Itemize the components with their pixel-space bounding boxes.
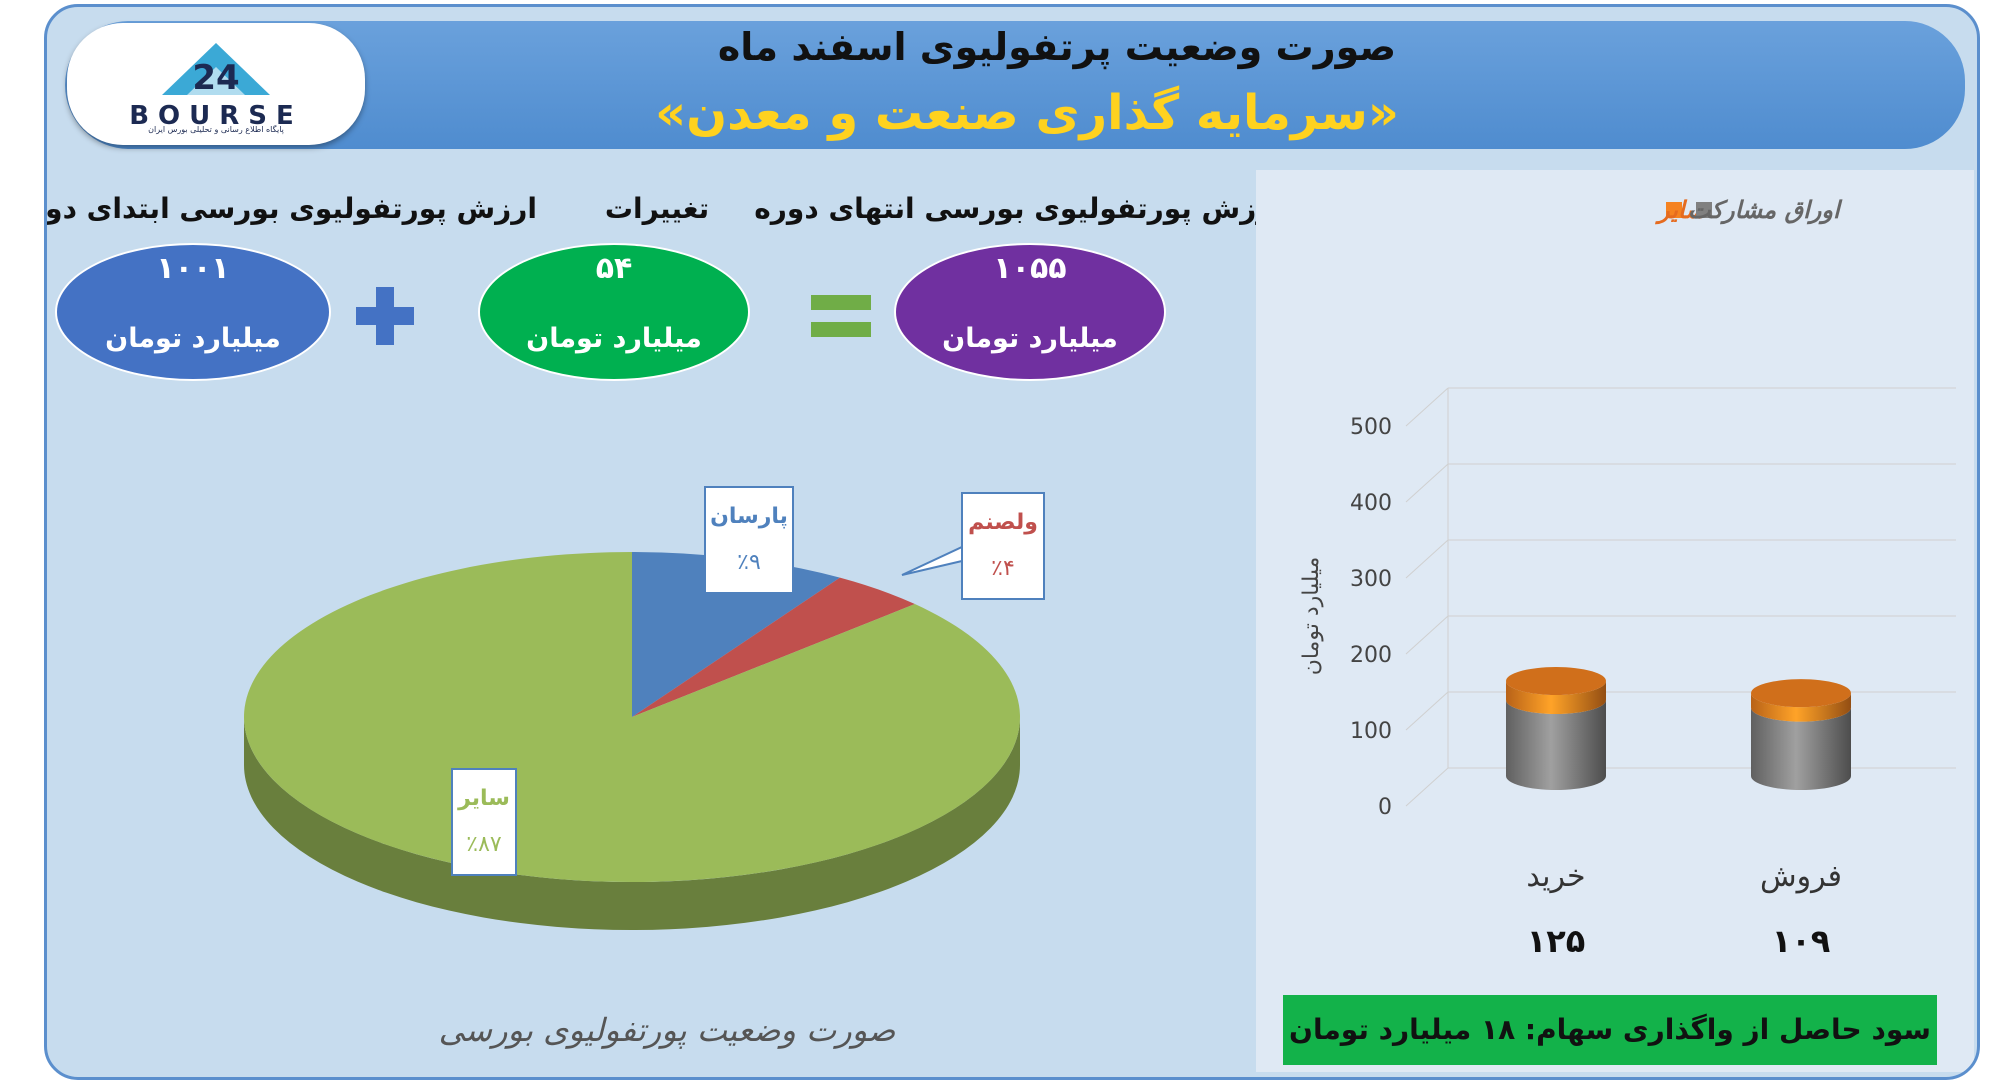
sale-profit-box: سود حاصل از واگذاری سهام: ۱۸ میلیارد توم… bbox=[1283, 995, 1937, 1065]
y-axis-label: میلیارد تومان bbox=[1299, 557, 1324, 676]
bar-segment-0-1 bbox=[1506, 681, 1606, 714]
pie-slice-2 bbox=[243, 552, 1020, 882]
category-total-1: ۱۰۹ bbox=[1772, 922, 1831, 960]
pie-callout-1 bbox=[961, 492, 1045, 600]
bourse-logo: 24 BOURSE پایگاه اطلاع رسانی و تحلیلی بو… bbox=[67, 23, 365, 145]
y-tick-label: 0 bbox=[1378, 795, 1392, 820]
logo-text: BOURSE bbox=[129, 101, 303, 131]
pie-slice-1 bbox=[632, 577, 915, 717]
grid-depth-line bbox=[1405, 691, 1449, 731]
x-category-label-0: خرید bbox=[1526, 859, 1585, 894]
pie-value-1: ٪۴ bbox=[991, 556, 1015, 581]
y-tick-label: 400 bbox=[1350, 491, 1392, 516]
change-value-oval: ۵۴ میلیارد تومان bbox=[478, 243, 750, 381]
x-category-label-1: فروش bbox=[1760, 859, 1842, 894]
grid-depth-line bbox=[1405, 539, 1449, 579]
page-subtitle: «سرمایه گذاری صنعت و معدن» bbox=[655, 85, 1399, 141]
pie-side-2 bbox=[244, 717, 1020, 930]
bar-segment-1-1 bbox=[1751, 693, 1851, 722]
pie-label-2: سایر bbox=[457, 786, 510, 811]
legend-swatch-0 bbox=[1666, 202, 1682, 218]
pie-callout-tail-1 bbox=[901, 545, 963, 576]
change-label: تغییرات bbox=[604, 192, 710, 225]
bar-cylinder-1 bbox=[1751, 679, 1851, 790]
bar-segment-1-0 bbox=[1751, 707, 1851, 790]
end-label: ارزش پورتفولیوی بورسی انتهای دوره bbox=[754, 192, 1282, 225]
logo-tagline: پایگاه اطلاع رسانی و تحلیلی بورس ایران bbox=[148, 125, 284, 134]
bar-top-1 bbox=[1751, 679, 1851, 708]
logo-mark-icon: 24 bbox=[162, 43, 270, 98]
pie-callout-0 bbox=[704, 486, 794, 594]
change-unit: میلیارد تومان bbox=[526, 323, 702, 354]
plus-sign-icon bbox=[356, 287, 414, 345]
change-value: ۵۴ bbox=[595, 251, 633, 286]
bar-segment-0-0 bbox=[1506, 700, 1606, 790]
pie-value-2: ٪۸۷ bbox=[466, 832, 502, 857]
start-label: ارزش پورتفولیوی بورسی ابتدای دوره bbox=[44, 192, 537, 225]
pie-caption: صورت وضعیت پورتفولیوی بورسی bbox=[438, 1011, 896, 1049]
grid-depth-line bbox=[1405, 463, 1449, 503]
end-value-oval: ۱۰۵۵ میلیارد تومان bbox=[894, 243, 1166, 381]
grid-depth-line bbox=[1405, 615, 1449, 655]
header-banner bbox=[65, 21, 1965, 149]
y-tick-label: 300 bbox=[1350, 567, 1392, 592]
bar-cylinder-0 bbox=[1506, 667, 1606, 790]
infographic-frame: صورت وضعیت پرتفولیوی اسفند ماه «سرمایه گ… bbox=[44, 4, 1980, 1080]
end-value: ۱۰۵۵ bbox=[993, 251, 1067, 286]
portfolio-pie-chart: پارسان ٪۹ ولصنم ٪۴ سایر ٪۸۷ bbox=[243, 486, 1045, 930]
page-title: صورت وضعیت پرتفولیوی اسفند ماه bbox=[717, 25, 1397, 69]
pie-callout-2 bbox=[451, 768, 517, 876]
legend-label-1: اوراق مشارکت bbox=[1688, 196, 1843, 225]
start-value: ۱۰۰۱ bbox=[156, 251, 230, 286]
bar-top-0 bbox=[1506, 667, 1606, 695]
y-tick-label: 200 bbox=[1350, 643, 1392, 668]
y-tick-label: 100 bbox=[1350, 719, 1392, 744]
legend-swatch-1 bbox=[1696, 202, 1712, 218]
logo-number: 24 bbox=[192, 58, 239, 98]
pie-label-1: ولصنم bbox=[968, 510, 1038, 535]
grid-depth-line bbox=[1405, 767, 1449, 807]
trade-chart-panel bbox=[1256, 170, 1974, 1072]
end-unit: میلیارد تومان bbox=[942, 323, 1118, 354]
y-tick-label: 500 bbox=[1350, 415, 1392, 440]
category-total-0: ۱۲۵ bbox=[1527, 922, 1586, 960]
start-unit: میلیارد تومان bbox=[105, 323, 281, 354]
equals-sign-icon bbox=[811, 295, 871, 337]
start-value-oval: ۱۰۰۱ میلیارد تومان bbox=[55, 243, 331, 381]
pie-value-0: ٪۹ bbox=[737, 550, 761, 575]
pie-label-0: پارسان bbox=[710, 504, 788, 529]
grid-depth-line bbox=[1405, 387, 1449, 427]
